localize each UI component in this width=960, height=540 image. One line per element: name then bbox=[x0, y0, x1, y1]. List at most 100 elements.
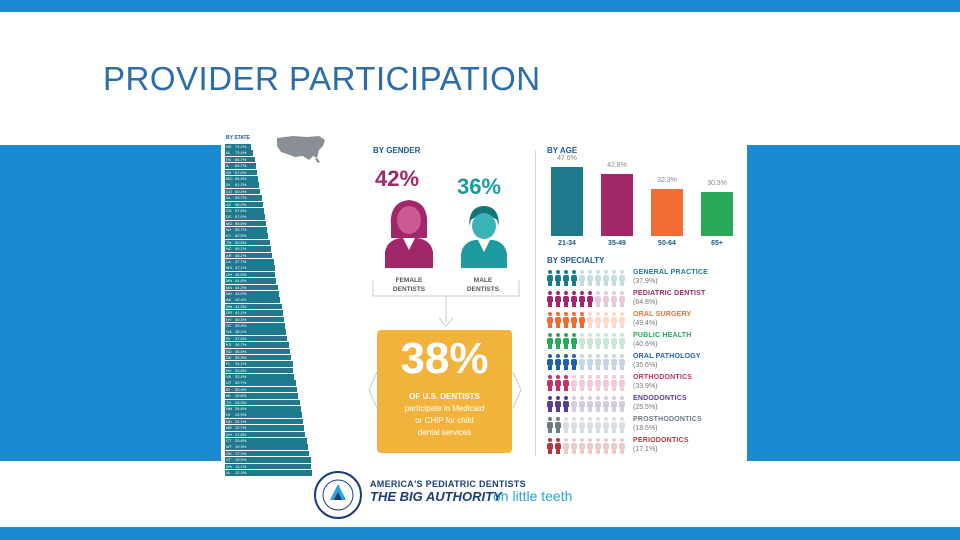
state-abbr: OK bbox=[226, 450, 232, 456]
state-abbr: ME bbox=[226, 425, 232, 431]
person-icon bbox=[619, 375, 625, 391]
person-icon bbox=[563, 312, 569, 328]
state-bar: NV 33.5% bbox=[225, 367, 294, 374]
person-icon bbox=[555, 438, 561, 454]
person-icon bbox=[587, 312, 593, 328]
state-value: 52.5% bbox=[235, 233, 247, 239]
person-icon bbox=[587, 333, 593, 349]
state-abbr: NC bbox=[226, 246, 232, 252]
age-bar bbox=[551, 167, 583, 236]
state-value: 61.2% bbox=[235, 182, 247, 188]
specialty-row: PEDIATRIC DENTIST (64.8%) bbox=[547, 289, 747, 310]
state-abbr: OH bbox=[226, 271, 232, 277]
person-icon bbox=[595, 270, 601, 286]
logo-tagline-sub: on little teeth bbox=[493, 488, 573, 504]
age-category-label: 21-34 bbox=[558, 240, 576, 247]
gender-bracket bbox=[372, 280, 520, 327]
specialty-row: PUBLIC HEALTH (40.6%) bbox=[547, 331, 747, 352]
state-bar: WA 41.3% bbox=[225, 303, 282, 310]
person-icon bbox=[603, 333, 609, 349]
age-category-label: 35-49 bbox=[608, 240, 626, 247]
person-icon bbox=[571, 333, 577, 349]
person-icon bbox=[571, 438, 577, 454]
specialty-row: PERIODONTICS (17.1%) bbox=[547, 436, 747, 457]
state-abbr: CO bbox=[226, 188, 232, 194]
state-value: 37.6% bbox=[235, 335, 247, 341]
person-icon bbox=[571, 291, 577, 307]
state-value: 35.3% bbox=[235, 354, 247, 360]
state-abbr: PA bbox=[226, 156, 232, 162]
state-value: 20.6% bbox=[235, 437, 247, 443]
state-bar: AR 48.2% bbox=[225, 252, 272, 259]
by-specialty-title: BY SPECIALTY bbox=[547, 256, 605, 265]
state-value: 34.1% bbox=[235, 361, 247, 367]
age-value-label: 32.3% bbox=[657, 177, 677, 185]
person-icon bbox=[603, 312, 609, 328]
aapd-seal-logo bbox=[314, 471, 362, 519]
age-value-label: 42.8% bbox=[607, 162, 627, 170]
state-value: 73.4% bbox=[235, 150, 247, 156]
person-icon bbox=[587, 354, 593, 370]
person-icon bbox=[563, 354, 569, 370]
person-icon bbox=[555, 375, 561, 391]
person-icon bbox=[595, 333, 601, 349]
state-bar: MI 29.8% bbox=[225, 393, 298, 399]
state-value: 12.2% bbox=[235, 469, 247, 475]
bottom-accent-bar bbox=[0, 527, 960, 540]
state-value: 13.1% bbox=[235, 463, 247, 469]
person-icon bbox=[555, 333, 561, 349]
headline-arrow-right bbox=[512, 371, 522, 409]
person-icons bbox=[547, 291, 627, 307]
person-icon bbox=[579, 354, 585, 370]
state-bar: IL 66.7% bbox=[225, 163, 256, 169]
person-icon bbox=[555, 417, 561, 433]
state-value: 49.1% bbox=[235, 246, 247, 252]
person-icon bbox=[619, 291, 625, 307]
state-value: 53.7% bbox=[235, 227, 247, 233]
person-icons bbox=[547, 438, 627, 454]
person-icon bbox=[579, 375, 585, 391]
state-value: 21.8% bbox=[235, 431, 247, 437]
age-bar bbox=[601, 174, 633, 236]
state-abbr: TN bbox=[226, 239, 232, 245]
state-abbr: LA bbox=[226, 259, 231, 265]
state-value: 67.0% bbox=[235, 169, 247, 175]
state-abbr: AR bbox=[226, 252, 232, 258]
state-abbr: NY bbox=[226, 316, 232, 322]
person-icon bbox=[619, 354, 625, 370]
state-abbr: MI bbox=[226, 393, 231, 399]
state-bar: MN 44.8% bbox=[225, 278, 277, 284]
state-value: 17.2% bbox=[235, 450, 247, 456]
person-icon bbox=[571, 270, 577, 286]
state-bar: AL 59.7% bbox=[225, 195, 262, 201]
state-value: 66.7% bbox=[235, 156, 247, 162]
state-value: 26.6% bbox=[235, 406, 247, 412]
state-bar: SC 39.4% bbox=[225, 322, 286, 329]
specialty-percent: (17.1%) bbox=[633, 446, 658, 453]
state-value: 43.0% bbox=[235, 290, 247, 296]
state-abbr: RI bbox=[226, 335, 230, 341]
state-abbr: WY bbox=[226, 431, 233, 437]
person-icon bbox=[547, 270, 553, 286]
state-abbr: MO bbox=[226, 175, 233, 181]
specialty-name: ORTHODONTICS bbox=[633, 374, 693, 381]
age-value-label: 30.3% bbox=[707, 180, 727, 188]
state-abbr: MT bbox=[226, 444, 232, 450]
state-abbr: SD bbox=[226, 348, 232, 354]
person-icon bbox=[595, 312, 601, 328]
state-value: 57.6% bbox=[235, 207, 247, 213]
state-value: 22.7% bbox=[235, 425, 247, 431]
person-icon bbox=[611, 312, 617, 328]
state-abbr: HI bbox=[226, 412, 230, 418]
person-icon bbox=[571, 354, 577, 370]
state-value: 35.6% bbox=[235, 348, 247, 354]
state-value: 28.3% bbox=[235, 399, 247, 405]
person-icon bbox=[571, 417, 577, 433]
person-icons bbox=[547, 333, 627, 349]
age-value-label: 47.6% bbox=[557, 155, 577, 163]
headline-stat-card: 38% OF U.S. DENTISTS participate in Medi… bbox=[377, 330, 512, 453]
state-abbr: OR bbox=[226, 310, 232, 316]
state-bar: ND 24.1% bbox=[225, 418, 304, 425]
state-abbr: VA bbox=[226, 374, 232, 380]
person-icon bbox=[611, 291, 617, 307]
